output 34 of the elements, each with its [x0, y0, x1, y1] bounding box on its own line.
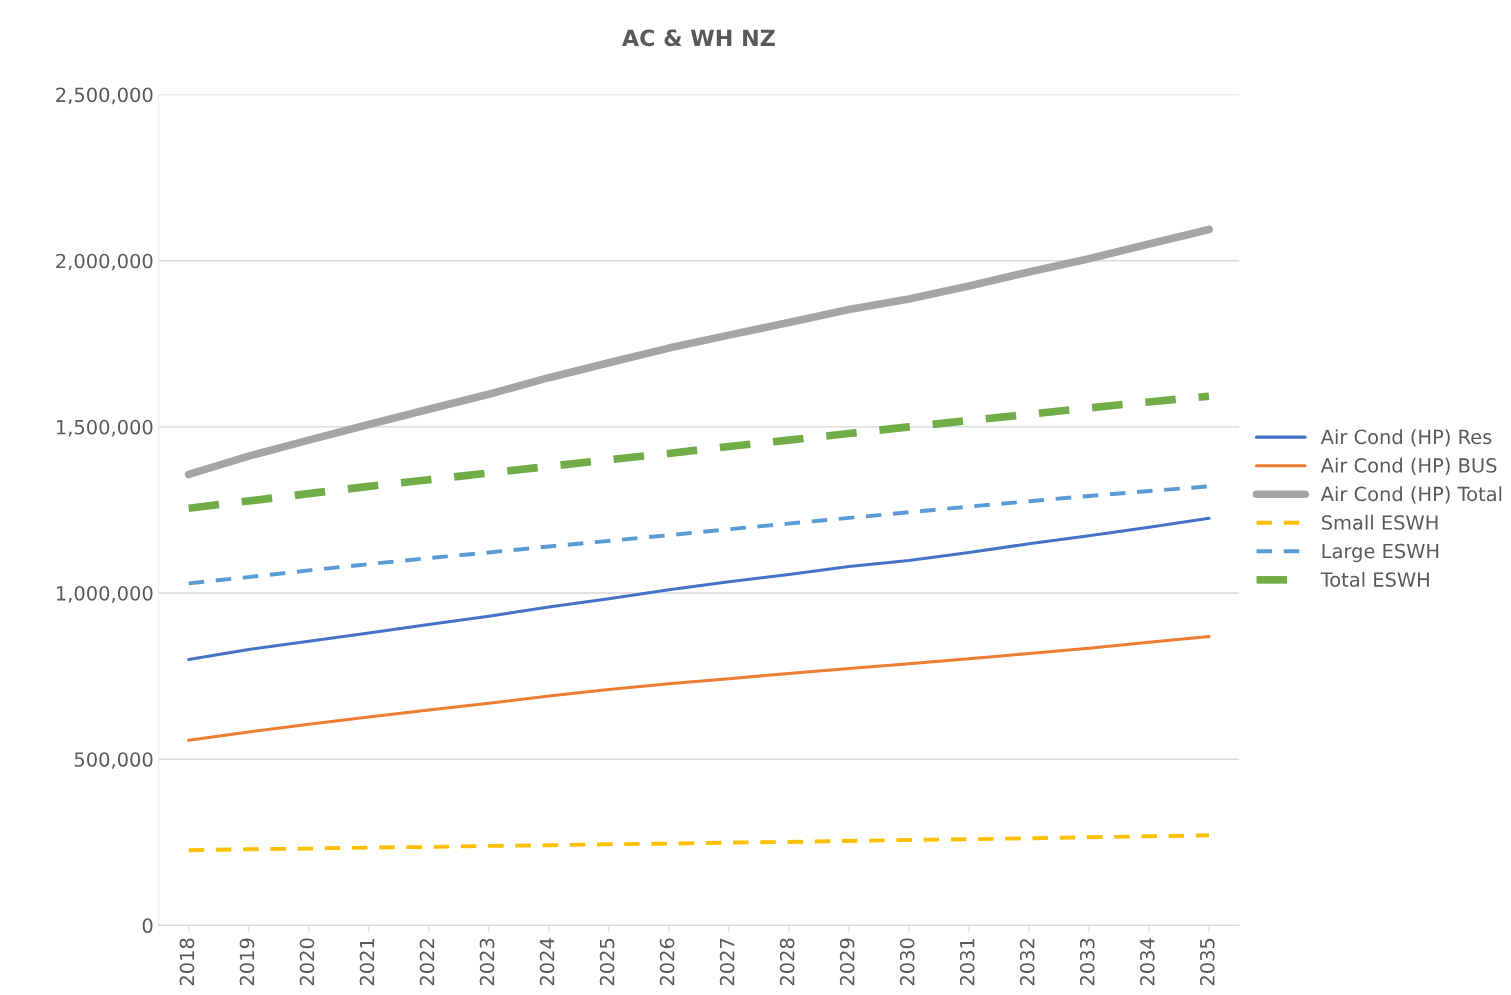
y-tick-label: 2,000,000: [56, 253, 153, 271]
x-tick-label: 2031: [959, 938, 975, 986]
x-tick-label: 2029: [839, 938, 855, 986]
y-tick-label: 500,000: [74, 752, 153, 769]
x-tick-label: 2023: [479, 938, 495, 986]
x-tick-label: 2032: [1019, 939, 1035, 986]
x-tick-label: 2024: [539, 938, 555, 986]
legend-label: Large ESWH: [1322, 543, 1439, 563]
y-tick-label: 1,000,000: [56, 585, 153, 603]
x-tick-label: 2018: [179, 938, 195, 986]
x-tick-label: 2019: [239, 938, 255, 986]
y-tick-label: 0: [142, 918, 153, 934]
x-tick-label: 2025: [599, 938, 615, 986]
line-series: [187, 516, 1211, 662]
legend-label: Small ESWH: [1321, 514, 1438, 530]
line-series: [187, 635, 1211, 742]
x-tick-label: 2027: [719, 938, 735, 986]
y-tick-label: 2,500,000: [56, 87, 153, 105]
x-tick-label: 2021: [359, 938, 375, 986]
line-series: [186, 833, 1211, 853]
legend-label: Air Cond (HP) BUS: [1320, 457, 1497, 476]
x-tick-label: 2026: [659, 938, 675, 986]
x-tick-label: 2030: [899, 938, 915, 986]
legend-label: Air Cond (HP) Total: [1320, 486, 1502, 504]
x-tick-label: 2035: [1199, 938, 1215, 986]
legend-label: Total ESWH: [1320, 571, 1429, 587]
legend-label: Air Cond (HP) Res: [1320, 429, 1492, 447]
x-tick-label: 2022: [419, 939, 435, 986]
x-tick-label: 2028: [779, 938, 795, 986]
y-tick-label: 1,500,000: [56, 419, 153, 437]
x-tick-label: 2034: [1139, 938, 1155, 986]
x-tick-label: 2020: [299, 938, 315, 986]
x-tick-label: 2033: [1079, 938, 1095, 986]
chart-title: AC & WH NZ: [621, 29, 775, 47]
